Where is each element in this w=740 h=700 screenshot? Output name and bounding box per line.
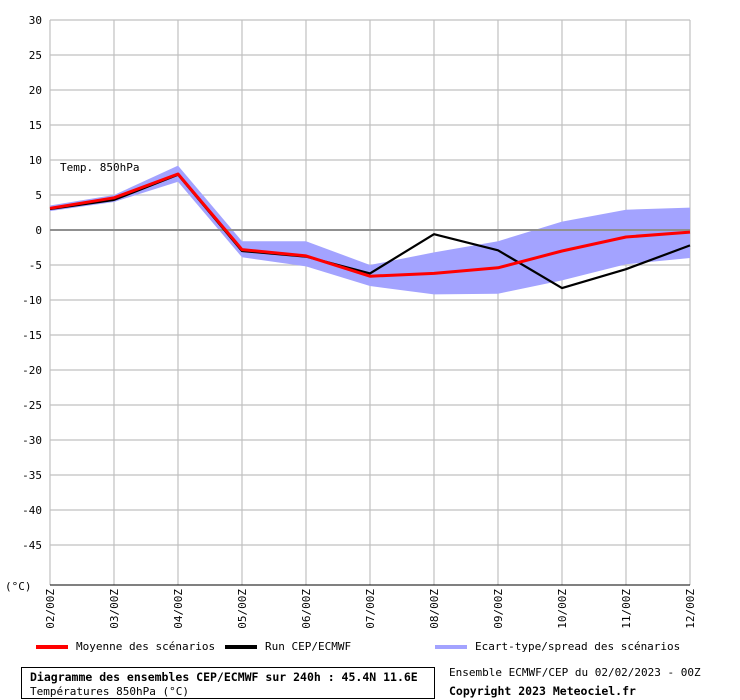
legend-swatch-run bbox=[225, 645, 257, 649]
y-tick-label: 15 bbox=[29, 119, 42, 132]
y-tick-label: -20 bbox=[22, 364, 42, 377]
y-tick-label: -45 bbox=[22, 539, 42, 552]
caption-subtitle: Températures 850hPa (°C) bbox=[30, 685, 189, 698]
legend-label-mean: Moyenne des scénarios bbox=[76, 640, 216, 653]
y-tick-label: 10 bbox=[29, 154, 42, 167]
x-tick-label: 04/00Z bbox=[172, 589, 185, 629]
x-tick-labels: 02/00Z 03/00Z 04/00Z 05/00Z 06/00Z 07/00Z 08/0… bbox=[44, 589, 697, 629]
legend-swatch-mean bbox=[36, 645, 68, 649]
y-unit-label: (°C) bbox=[5, 580, 32, 593]
y-tick-label: -35 bbox=[22, 469, 42, 482]
y-tick-label: 0 bbox=[35, 224, 42, 237]
y-tick-label: 20 bbox=[29, 84, 42, 97]
x-tick-label: 12/00Z bbox=[684, 589, 697, 629]
legend-item-run: Run CEP/ECMWF bbox=[225, 640, 351, 653]
x-tick-label: 03/00Z bbox=[108, 589, 121, 629]
legend-item-spread: Ecart-type/spread des scénarios bbox=[435, 640, 680, 653]
chart-plot: 30 25 20 15 10 5 0 -5 -10 -15 -20 -25 -30 -35 -40 -45 0… bbox=[5, 14, 697, 629]
y-tick-label: -40 bbox=[22, 504, 42, 517]
x-tick-label: 07/00Z bbox=[364, 589, 377, 629]
x-tick-label: 02/00Z bbox=[44, 589, 57, 629]
y-tick-label: -5 bbox=[29, 259, 42, 272]
caption-box: Diagramme des ensembles CEP/ECMWF sur 24… bbox=[21, 667, 435, 699]
spread-band bbox=[50, 165, 690, 295]
y-tick-label: 25 bbox=[29, 49, 42, 62]
legend-item-mean: Moyenne des scénarios bbox=[36, 640, 215, 653]
legend-label-run: Run CEP/ECMWF bbox=[265, 640, 352, 653]
x-tick-label: 09/00Z bbox=[492, 589, 505, 629]
x-tick-label: 10/00Z bbox=[556, 589, 569, 629]
legend-label-spread: Ecart-type/spread des scénarios bbox=[475, 640, 681, 653]
chart-annotation: Temp. 850hPa bbox=[60, 161, 139, 174]
grid-lines bbox=[49, 19, 691, 586]
copyright: Copyright 2023 Meteociel.fr bbox=[449, 684, 636, 698]
y-tick-label: -30 bbox=[22, 434, 42, 447]
y-tick-label: -15 bbox=[22, 329, 42, 342]
run-info: Ensemble ECMWF/CEP du 02/02/2023 - 00Z bbox=[449, 666, 701, 679]
x-tick-label: 11/00Z bbox=[620, 589, 633, 629]
x-tick-label: 08/00Z bbox=[428, 589, 441, 629]
y-tick-label: -25 bbox=[22, 399, 42, 412]
mean-series-line bbox=[49, 172, 691, 278]
y-tick-label: 5 bbox=[35, 189, 42, 202]
y-tick-label: 30 bbox=[29, 14, 42, 27]
y-tick-labels: 30 25 20 15 10 5 0 -5 -10 -15 -20 -25 -30 -35 -40 -45 bbox=[22, 14, 42, 552]
y-tick-label: -10 bbox=[22, 294, 42, 307]
x-tick-label: 05/00Z bbox=[236, 589, 249, 629]
legend-swatch-spread bbox=[435, 645, 467, 649]
caption-title: Diagramme des ensembles CEP/ECMWF sur 24… bbox=[30, 670, 418, 684]
x-tick-label: 06/00Z bbox=[300, 589, 313, 629]
